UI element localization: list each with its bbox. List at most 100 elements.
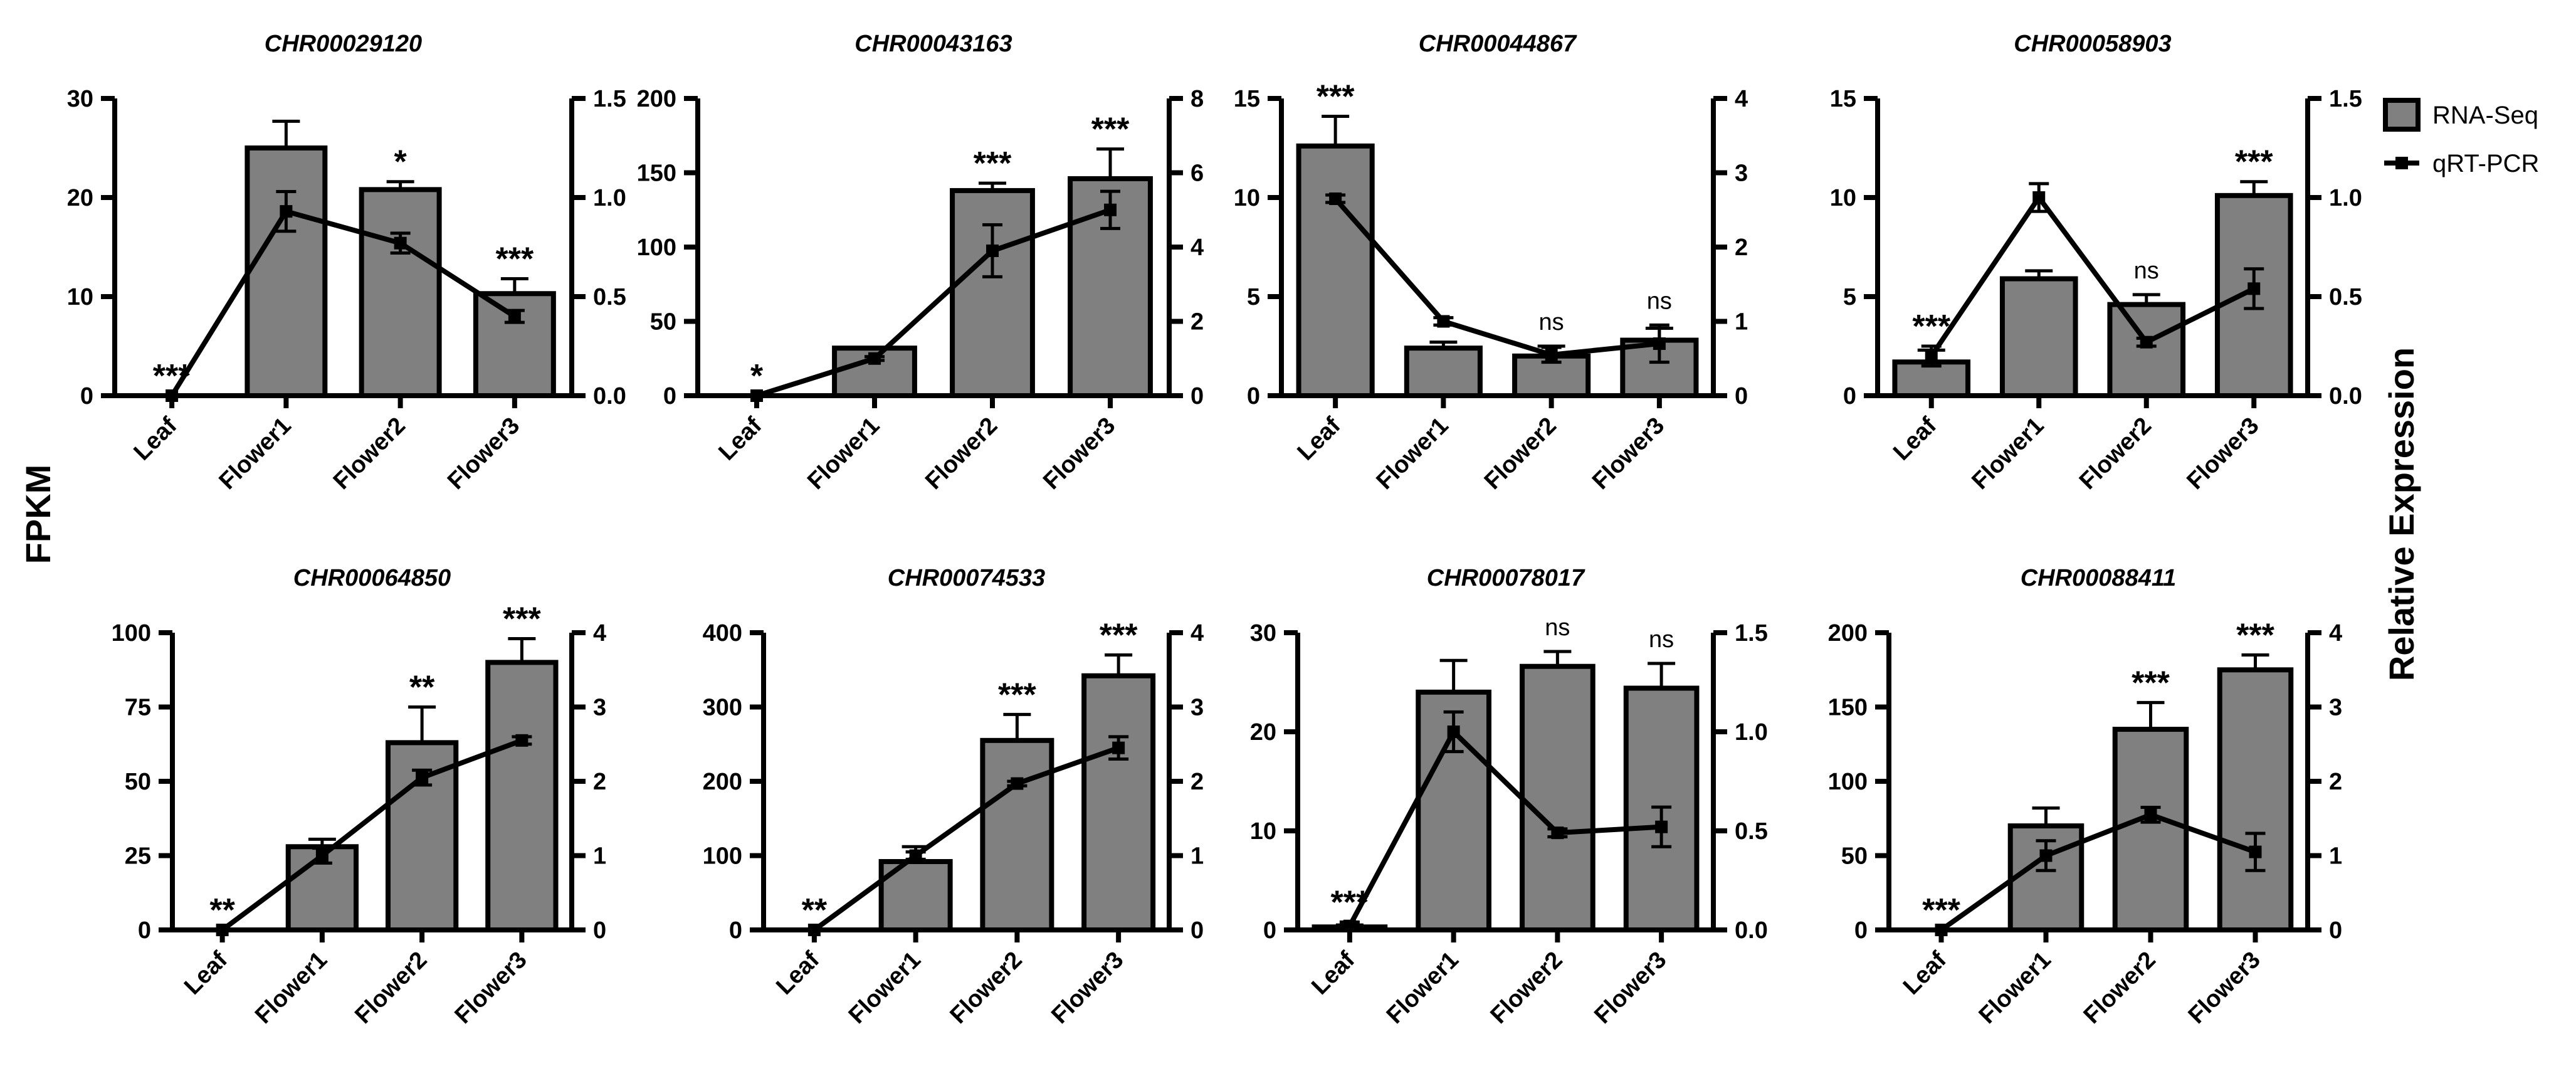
bar [1296,143,1375,398]
y-tick-label: 300 [703,695,742,721]
significance-label: *** [1091,112,1130,148]
bar [2217,667,2294,932]
y-tick-label: 5 [1843,284,1856,310]
x-tick-label: Flower1 [1974,947,2056,1029]
y-tick-label: 30 [67,86,93,112]
y2-tick-label: 1.5 [1735,620,1768,646]
y-tick-label: 10 [67,284,93,310]
bar-error [408,705,436,743]
line-marker [1925,349,1938,362]
bar [485,660,559,933]
line-marker [909,849,922,862]
significance-label: *** [1317,78,1355,115]
significance-label: *** [1922,892,1960,929]
line [1333,197,1660,357]
x-tick-label: Flower2 [329,413,411,495]
bar [359,187,442,398]
line-marker [1655,820,1668,833]
legend-label: qRT-PCR [2432,150,2539,177]
y-tick-label: 200 [1828,620,1868,646]
x-tick-label: Flower2 [2079,947,2161,1029]
y-tick-label: 200 [703,769,742,795]
y-tick-label: 75 [125,695,151,721]
significance-label: ** [209,892,235,929]
bar-error [1429,340,1458,349]
y-tick-label: 0 [80,383,93,409]
y2-tick-label: 2 [1191,769,1204,795]
line-marker [2247,282,2261,295]
y2-tick-label: 0 [2329,917,2342,944]
line-marker [1653,337,1666,351]
y2-tick-label: 4 [593,620,606,646]
line-marker [1343,919,1356,932]
x-tick-label: Flower3 [1046,947,1128,1029]
y2-tick-label: 8 [1191,86,1204,112]
line-marker [1545,348,1558,361]
significance-label: ** [409,670,435,706]
bar-error [308,837,336,847]
bar [244,145,328,398]
legend: RNA-Seq qRT-PCR [2383,98,2539,177]
y-tick-label: 15 [1234,86,1260,112]
bar [1999,276,2078,398]
y-tick-label: 0 [729,917,742,944]
significance-label: *** [496,241,534,278]
y-tick-label: 0 [1263,917,1276,944]
line-marker [416,771,429,784]
y2-tick-label: 4 [1191,235,1204,261]
bar [1404,346,1483,398]
y2-axis-label: Relative Expression [2382,347,2421,681]
significance-label: ns [1539,309,1564,335]
line [755,207,1112,398]
bar [1520,663,1596,932]
line-marker [2144,808,2157,821]
x-tick-label: Leaf [179,946,233,1000]
y2-tick-label: 4 [2329,620,2342,646]
bar-error [2025,269,2053,279]
x-tick-label: Flower2 [945,947,1027,1029]
significance-label: ns [1647,288,1672,314]
y-tick-label: 150 [637,161,676,187]
line [812,745,1120,932]
bar [2112,727,2189,933]
bar-error [1096,147,1124,179]
legend-label: RNA-Seq [2432,102,2538,129]
y-tick-label: 0 [663,383,676,409]
line-marker [2032,191,2046,204]
y2-tick-label: 2 [593,769,606,795]
line-marker [1329,192,1342,205]
line-marker [216,924,229,936]
significance-label: ns [1545,615,1570,641]
line-marker [515,734,528,747]
y2-tick-label: 1.5 [593,86,626,112]
y2-tick-label: 0 [1191,383,1204,409]
x-tick-label: Leaf [1293,412,1346,465]
significance-label: *** [2132,665,2170,701]
y2-tick-label: 0.0 [2329,383,2362,409]
y2-tick-label: 1 [2329,843,2342,870]
y-tick-label: 100 [1828,769,1868,795]
significance-label: * [750,358,764,394]
x-tick-label: Leaf [1898,946,1952,1000]
line [1347,729,1662,927]
significance-label: ** [802,892,828,929]
x-tick-label: Flower3 [1589,947,1671,1029]
y-tick-label: 100 [637,235,676,261]
y-tick-label: 10 [1234,185,1260,211]
x-tick-label: Leaf [771,946,824,1000]
x-tick-label: Flower1 [250,947,332,1029]
bar-error [1105,653,1133,676]
y-tick-label: 400 [703,620,742,646]
y2-tick-label: 0.5 [2329,284,2362,310]
y2-tick-label: 6 [1191,161,1204,187]
line-marker [280,205,293,218]
y2-tick-label: 3 [1191,695,1204,721]
panel: CHR00074533 0 100 200 300 400 0 1 2 3 4 Leaf Flower1… [703,565,1204,1029]
significance-label: ns [1649,626,1674,653]
y2-tick-label: 0.0 [593,383,626,409]
bar [980,737,1054,932]
panel: CHR00044867 0 5 10 15 0 1 2 3 4 Leaf Flower1 Flower2… [1234,31,1748,495]
panel: CHR00043163 0 50 100 150 200 0 2 4 6 8 Leaf Flower1 F… [637,31,1204,495]
y-tick-label: 150 [1828,695,1868,721]
